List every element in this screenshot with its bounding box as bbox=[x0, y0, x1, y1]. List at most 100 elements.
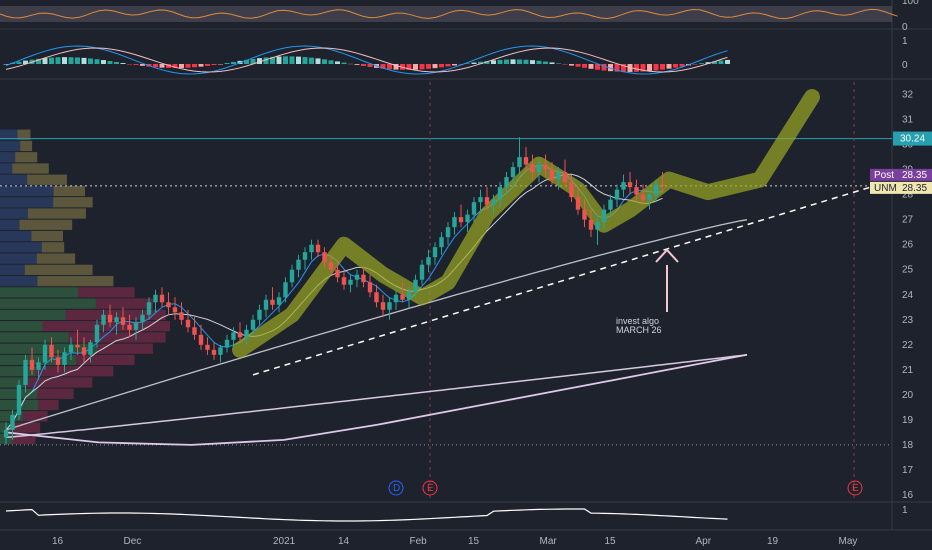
volume-profile-bar bbox=[27, 208, 86, 219]
macd-bar bbox=[666, 64, 672, 69]
macd-bar bbox=[406, 64, 412, 70]
macd-bar bbox=[231, 61, 236, 64]
candle-body bbox=[55, 357, 61, 365]
candle-body bbox=[335, 269, 340, 278]
candle-body bbox=[341, 277, 347, 285]
macd-bar bbox=[413, 64, 418, 70]
candle-body bbox=[543, 164, 548, 170]
macd-bar bbox=[484, 60, 490, 64]
candle-body bbox=[250, 319, 256, 330]
ma-200-line bbox=[5, 353, 748, 446]
macd-bar bbox=[224, 62, 230, 64]
candle-body bbox=[283, 282, 288, 298]
macd-bar bbox=[491, 60, 496, 64]
candle-body bbox=[517, 157, 522, 168]
macd-bar bbox=[309, 57, 314, 64]
macd-bar bbox=[595, 64, 600, 70]
candle-body bbox=[153, 294, 158, 303]
candle-body bbox=[588, 219, 594, 230]
volume-profile-bar bbox=[31, 230, 63, 242]
macd-bar bbox=[556, 63, 561, 64]
candle-body bbox=[3, 429, 9, 438]
macd-bar bbox=[23, 60, 28, 64]
price-tick-label: 23 bbox=[902, 315, 914, 326]
macd-bar bbox=[120, 63, 126, 64]
candle-body bbox=[218, 347, 223, 355]
volume-profile-bar bbox=[95, 298, 153, 309]
macd-bar bbox=[478, 61, 483, 64]
volume-profile-bar bbox=[0, 343, 98, 354]
macd-bar bbox=[725, 59, 730, 64]
candle-body bbox=[387, 302, 392, 310]
volume-profile-bar bbox=[41, 242, 65, 253]
candle-body bbox=[582, 209, 587, 220]
macd-bar bbox=[3, 64, 9, 65]
time-tick-label: 15 bbox=[468, 536, 480, 547]
macd-bar bbox=[192, 64, 197, 68]
candle-body bbox=[497, 187, 503, 200]
candle-body bbox=[595, 222, 600, 230]
candle-body bbox=[484, 197, 490, 205]
macd-bar bbox=[276, 56, 282, 64]
macd-bar bbox=[679, 64, 685, 67]
volume-profile bbox=[0, 129, 170, 444]
macd-bar bbox=[367, 64, 373, 67]
macd-bar bbox=[549, 62, 555, 64]
macd-bar bbox=[575, 64, 581, 67]
symbol-tag bbox=[870, 181, 932, 194]
candles bbox=[3, 137, 665, 445]
candle-body bbox=[367, 282, 373, 293]
macd-bar bbox=[153, 64, 158, 68]
volume-profile-bar bbox=[0, 208, 28, 219]
candle-body bbox=[569, 182, 574, 198]
macd-bar bbox=[81, 57, 87, 64]
candle-body bbox=[88, 342, 93, 355]
candle-body bbox=[647, 194, 652, 200]
candle-body bbox=[185, 319, 191, 328]
volume-profile-bar bbox=[0, 253, 37, 264]
volume-profile-bar bbox=[0, 309, 66, 321]
volume-profile-bar bbox=[12, 433, 36, 444]
macd-bar bbox=[198, 64, 204, 67]
time-tick-label: May bbox=[839, 536, 858, 547]
macd-bar bbox=[562, 64, 568, 65]
candle-body bbox=[575, 197, 581, 210]
ma-slow-line bbox=[5, 219, 748, 431]
macd-bar bbox=[361, 64, 366, 66]
candle-body bbox=[114, 317, 119, 323]
candle-body bbox=[478, 197, 483, 203]
price-tick-label: 25 bbox=[902, 265, 914, 276]
macd-bar bbox=[419, 64, 425, 70]
volume-profile-bar bbox=[0, 174, 28, 185]
macd-bar bbox=[205, 64, 210, 66]
volume-profile-bar bbox=[0, 129, 18, 140]
macd-bar bbox=[263, 57, 269, 64]
candle-body bbox=[380, 302, 386, 310]
candle-body bbox=[127, 324, 132, 330]
macd-line bbox=[5, 45, 728, 75]
macd-bar bbox=[387, 64, 392, 70]
candle-body bbox=[406, 292, 412, 300]
candle-body bbox=[614, 189, 620, 200]
price-tick-label: 26 bbox=[902, 240, 914, 251]
rsi-tick-label: 100 bbox=[902, 0, 919, 7]
symbol-tag-value: 28.35 bbox=[902, 183, 927, 194]
candle-body bbox=[465, 214, 470, 223]
macd-bar bbox=[445, 64, 451, 67]
candle-body bbox=[445, 227, 451, 238]
macd-bar bbox=[218, 64, 223, 65]
macd-bar bbox=[127, 64, 132, 65]
candle-body bbox=[231, 332, 236, 340]
macd-bar bbox=[517, 59, 522, 64]
candle-body bbox=[530, 164, 535, 173]
event-marker-label: E bbox=[427, 483, 434, 494]
candle-body bbox=[68, 344, 74, 353]
macd-bar bbox=[543, 61, 548, 64]
candle-body bbox=[556, 172, 561, 180]
price-tick-label: 21 bbox=[902, 365, 914, 376]
candle-body bbox=[510, 167, 516, 178]
candle-body bbox=[205, 344, 210, 350]
time-tick-label: 19 bbox=[767, 536, 779, 547]
candle-body bbox=[81, 347, 87, 355]
volume-profile-bar bbox=[65, 309, 166, 321]
